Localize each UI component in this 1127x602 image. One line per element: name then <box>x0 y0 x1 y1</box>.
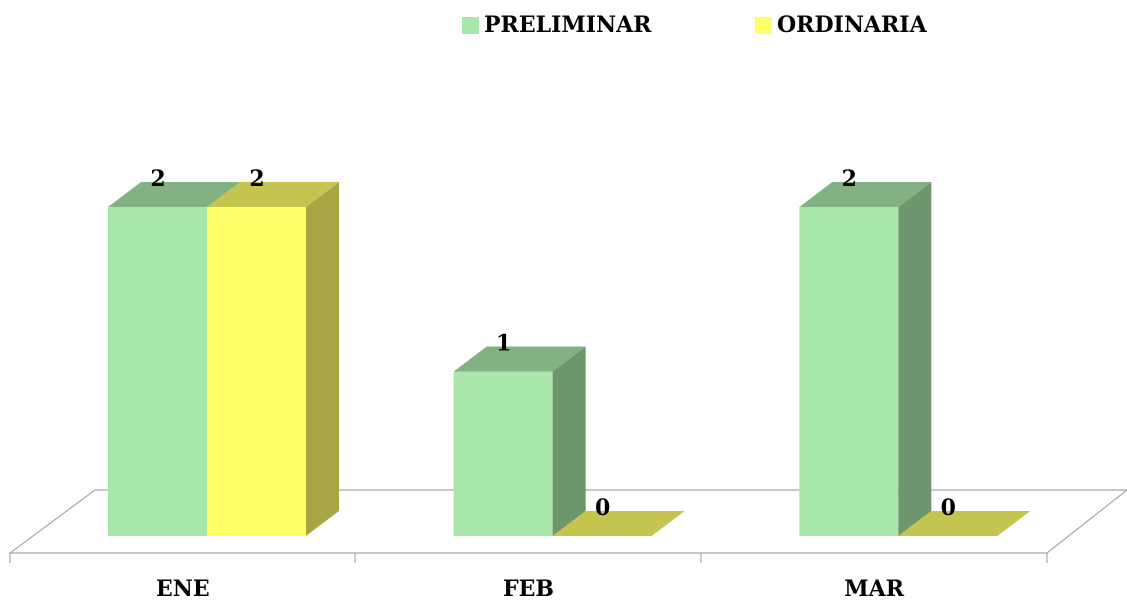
legend-label: PRELIMINAR <box>484 12 652 38</box>
x-tick-label: FEB <box>503 576 554 602</box>
data-label: 2 <box>249 166 264 192</box>
data-label: 0 <box>941 495 956 521</box>
bar <box>799 182 932 536</box>
bar-front <box>799 207 899 536</box>
bar-front <box>453 371 553 536</box>
bar-top <box>108 182 240 207</box>
bar-side <box>898 182 932 536</box>
bar-top <box>207 182 339 207</box>
bar-front <box>207 207 306 536</box>
bar-top <box>453 346 586 372</box>
data-label: 2 <box>842 166 857 192</box>
legend-label: ORDINARIA <box>777 12 928 38</box>
bar-front <box>108 207 207 536</box>
bar-top <box>898 511 1031 536</box>
bar-side <box>552 346 586 536</box>
data-label: 1 <box>496 331 511 357</box>
bar <box>207 182 339 536</box>
bar-top <box>552 511 685 536</box>
bar-top <box>799 182 932 207</box>
legend-swatch <box>462 17 479 34</box>
data-label: 0 <box>595 495 610 521</box>
bar-side <box>306 182 339 536</box>
bar <box>898 511 1031 536</box>
x-tick-label: MAR <box>844 576 904 602</box>
category-ticks <box>9 553 1048 563</box>
legend-swatch <box>755 17 772 34</box>
data-label: 2 <box>150 166 165 192</box>
x-tick-label: ENE <box>156 576 210 602</box>
bar <box>453 346 586 536</box>
bar <box>552 511 685 536</box>
